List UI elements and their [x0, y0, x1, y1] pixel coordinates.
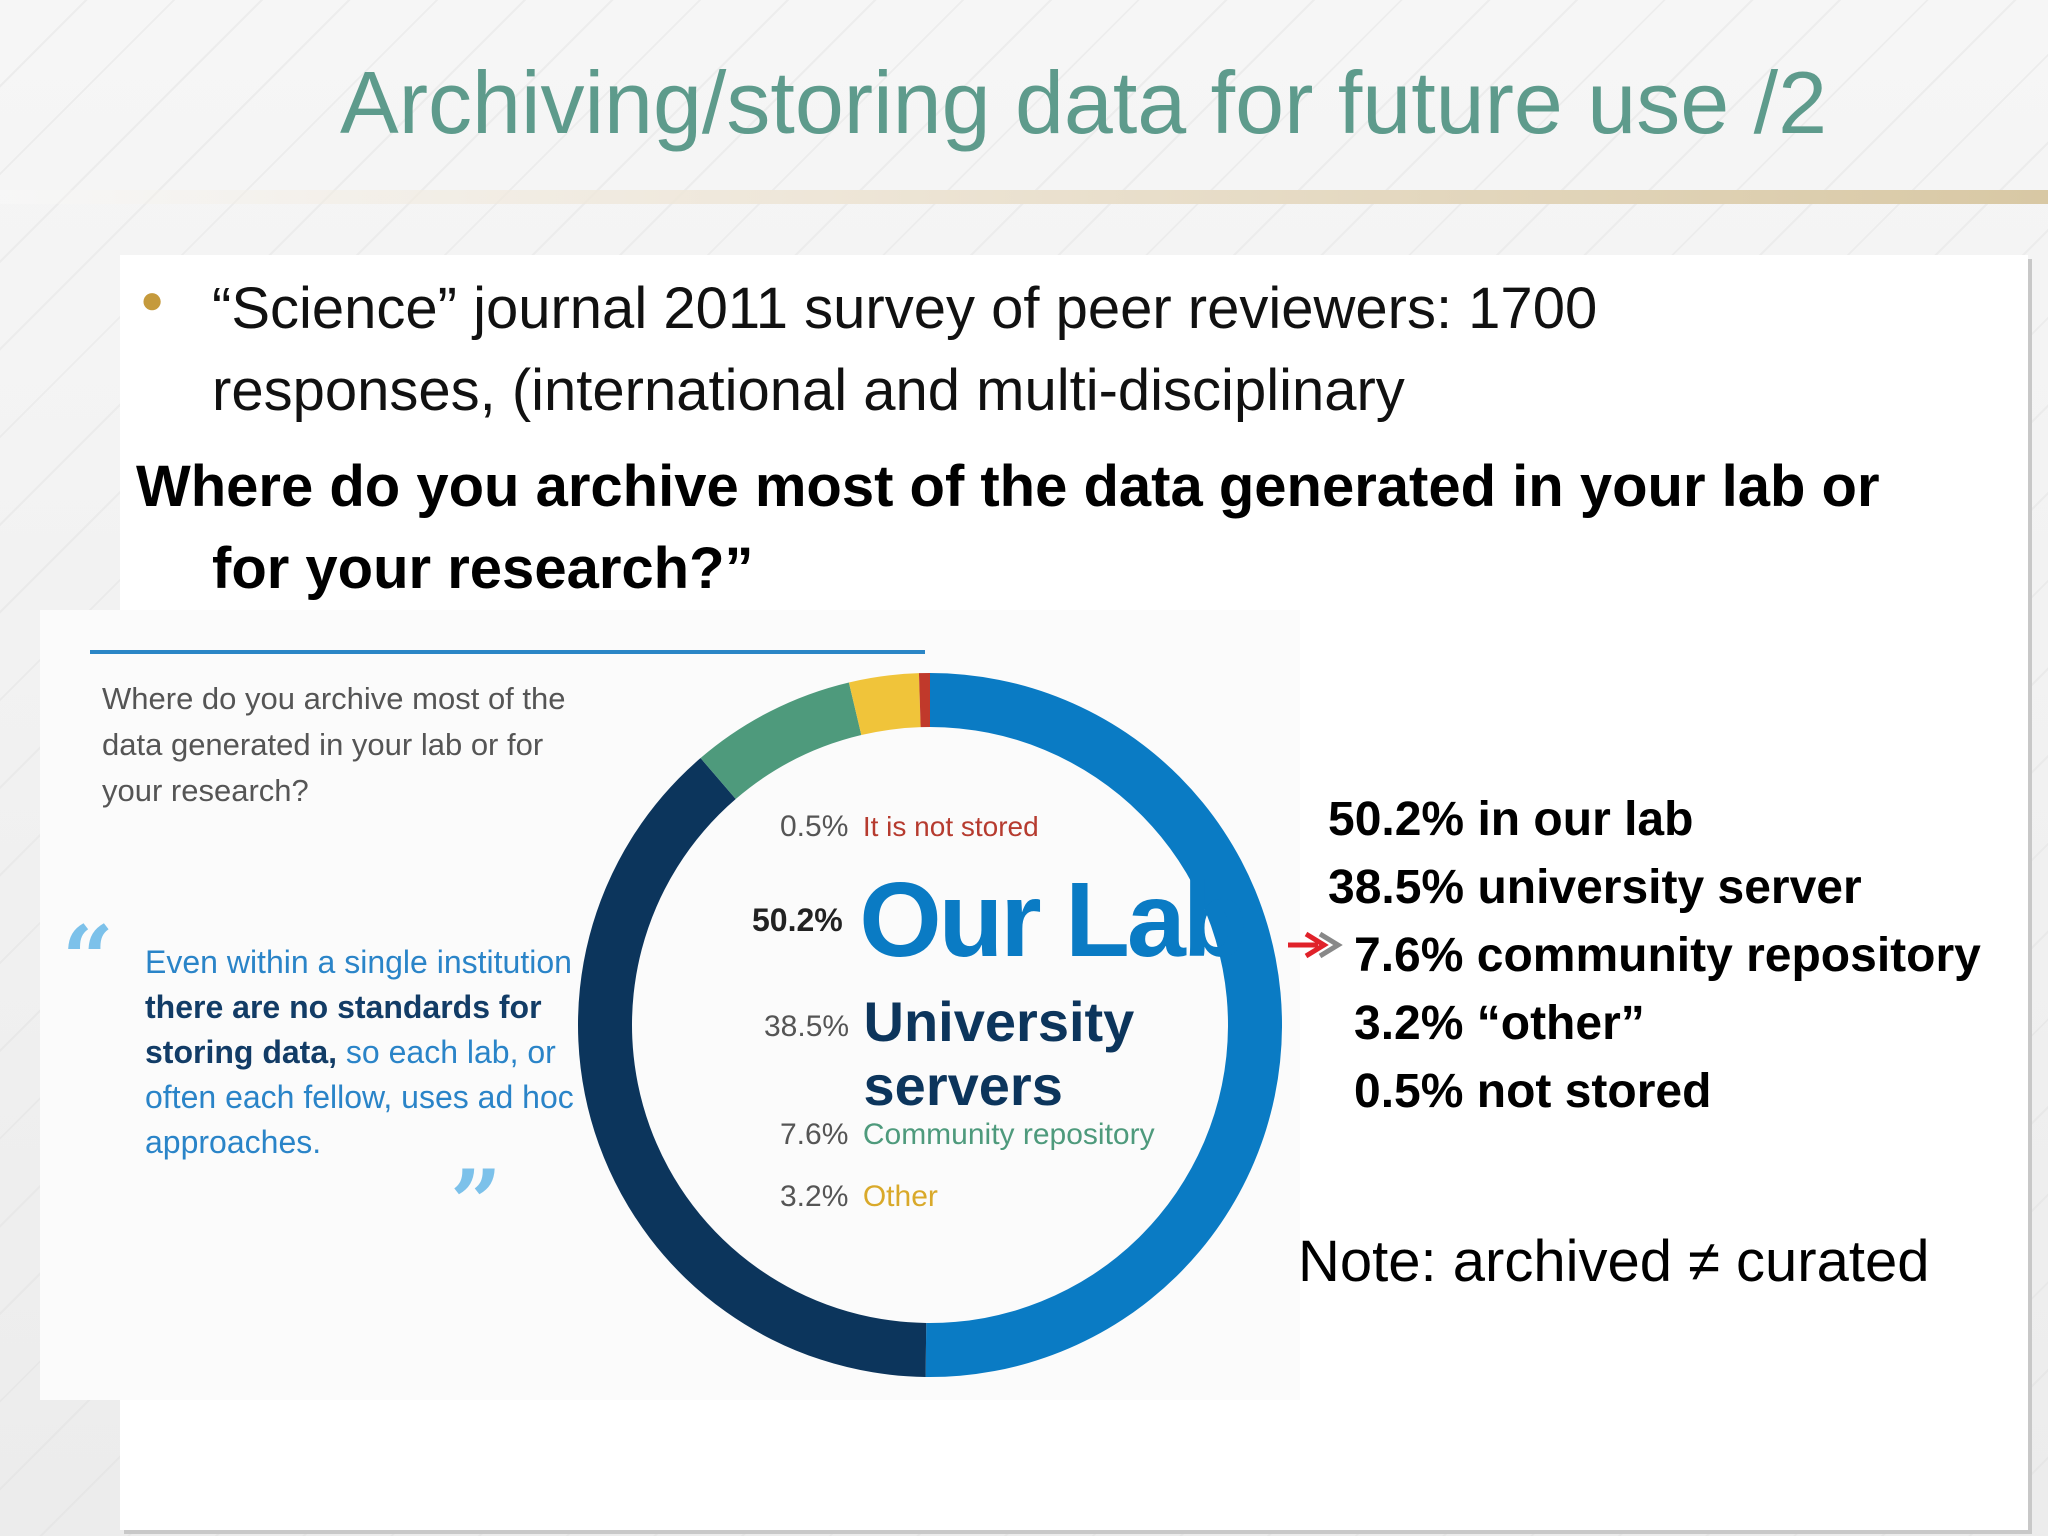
pct-other: 3.2% [780, 1180, 849, 1213]
quote-part-2: there are no standards for storing data, [145, 989, 542, 1070]
label-community: 7.6% Community repository [780, 1118, 1155, 1152]
slide-title: Archiving/storing data for future use /2 [340, 53, 1828, 152]
donut-slice-university-servers [577, 758, 927, 1377]
label-text-not-stored: It is not stored [862, 811, 1039, 842]
survey-question-line1: Where do you archive most of the data ge… [136, 454, 1880, 519]
label-text-our-lab: Our Lab [859, 861, 1247, 979]
pct-community: 7.6% [780, 1118, 849, 1151]
pct-university: 38.5% [764, 1010, 850, 1043]
infographic-rule [90, 650, 925, 654]
survey-question: Where do you archive most of the data ge… [136, 446, 1976, 610]
label-text-other: Other [862, 1180, 938, 1213]
quote-part-3: so each lab, or often each fellow, uses … [145, 1034, 574, 1160]
stats-list: 50.2% in our lab 38.5% university server… [1328, 786, 1981, 1126]
donut-slice-community-repository [700, 682, 862, 800]
pct-our-lab: 50.2% [752, 902, 843, 938]
note-text: Note: archived ≠ curated [1298, 1229, 1930, 1294]
donut-chart [577, 673, 1282, 1377]
pct-not-stored: 0.5% [780, 810, 849, 843]
stat-other: 3.2% “other” [1354, 997, 1645, 1050]
label-other: 3.2% Other [780, 1180, 938, 1214]
label-university: 38.5% University servers [764, 990, 1135, 1118]
stat-community: 7.6% community repository [1354, 929, 1981, 982]
title-divider [0, 190, 2048, 204]
label-not-stored: 0.5% It is not stored [780, 810, 1039, 844]
open-quote-icon: “ [62, 906, 114, 1012]
stat-not-stored: 0.5% not stored [1354, 1065, 1712, 1118]
donut-slice-it-is-not-stored [918, 673, 930, 728]
infographic-quote: Even within a single institution there a… [145, 940, 575, 1165]
donut-slice-our-lab [925, 673, 1282, 1377]
label-our-lab: 50.2% Our Lab [752, 860, 1248, 981]
quote-part-1: Even within a single institution [145, 944, 572, 980]
stat-our-lab: 50.2% in our lab [1328, 793, 1694, 846]
label-text-community: Community repository [862, 1118, 1155, 1151]
bullet-icon: ● [140, 278, 165, 322]
infographic: Where do you archive most of the data ge… [40, 610, 1300, 1400]
label-text-university: University servers [863, 990, 1135, 1117]
close-quote-icon: ” [450, 1150, 502, 1256]
stat-university: 38.5% university server [1328, 861, 1862, 914]
donut-slice-other [848, 673, 921, 736]
infographic-question: Where do you archive most of the data ge… [102, 681, 566, 808]
bullet-text: “Science” journal 2011 survey of peer re… [212, 276, 1598, 423]
survey-question-line2: for your research?” [212, 536, 754, 601]
arrow-icon [1288, 931, 1343, 959]
